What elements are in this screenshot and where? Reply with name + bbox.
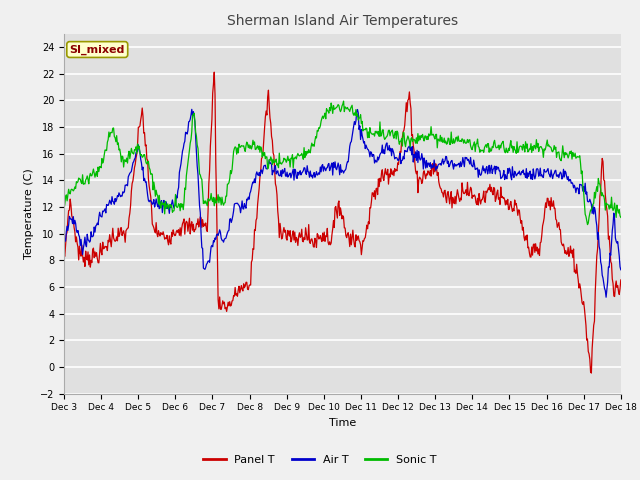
Sonic T <box>428 124 435 130</box>
Panel T <box>127 188 135 194</box>
Sonic T <box>184 161 192 167</box>
Air T <box>411 155 419 160</box>
Panel T <box>60 252 68 258</box>
X-axis label: Time: Time <box>329 418 356 428</box>
Line: Air T: Air T <box>64 109 621 297</box>
Sonic T <box>617 215 625 220</box>
Panel T <box>411 159 419 165</box>
Sonic T <box>60 206 68 212</box>
Y-axis label: Temperature (C): Temperature (C) <box>24 168 35 259</box>
Sonic T <box>214 197 221 203</box>
Air T <box>214 233 222 239</box>
Panel T <box>70 225 78 230</box>
Title: Sherman Island Air Temperatures: Sherman Island Air Temperatures <box>227 14 458 28</box>
Sonic T <box>584 222 591 228</box>
Legend: Panel T, Air T, Sonic T: Panel T, Air T, Sonic T <box>199 451 441 469</box>
Panel T <box>211 69 218 75</box>
Panel T <box>617 277 625 283</box>
Air T <box>617 267 625 273</box>
Air T <box>188 107 196 112</box>
Panel T <box>428 173 435 179</box>
Line: Panel T: Panel T <box>64 72 621 373</box>
Sonic T <box>127 145 135 151</box>
Air T <box>184 128 192 133</box>
Line: Sonic T: Sonic T <box>64 101 621 225</box>
Panel T <box>214 297 222 302</box>
Air T <box>127 168 135 174</box>
Sonic T <box>411 138 419 144</box>
Air T <box>428 166 435 171</box>
Air T <box>70 221 78 227</box>
Air T <box>60 243 68 249</box>
Panel T <box>184 228 192 234</box>
Sonic T <box>340 98 348 104</box>
Panel T <box>588 370 595 376</box>
Text: SI_mixed: SI_mixed <box>70 44 125 55</box>
Sonic T <box>70 187 78 192</box>
Air T <box>602 294 610 300</box>
